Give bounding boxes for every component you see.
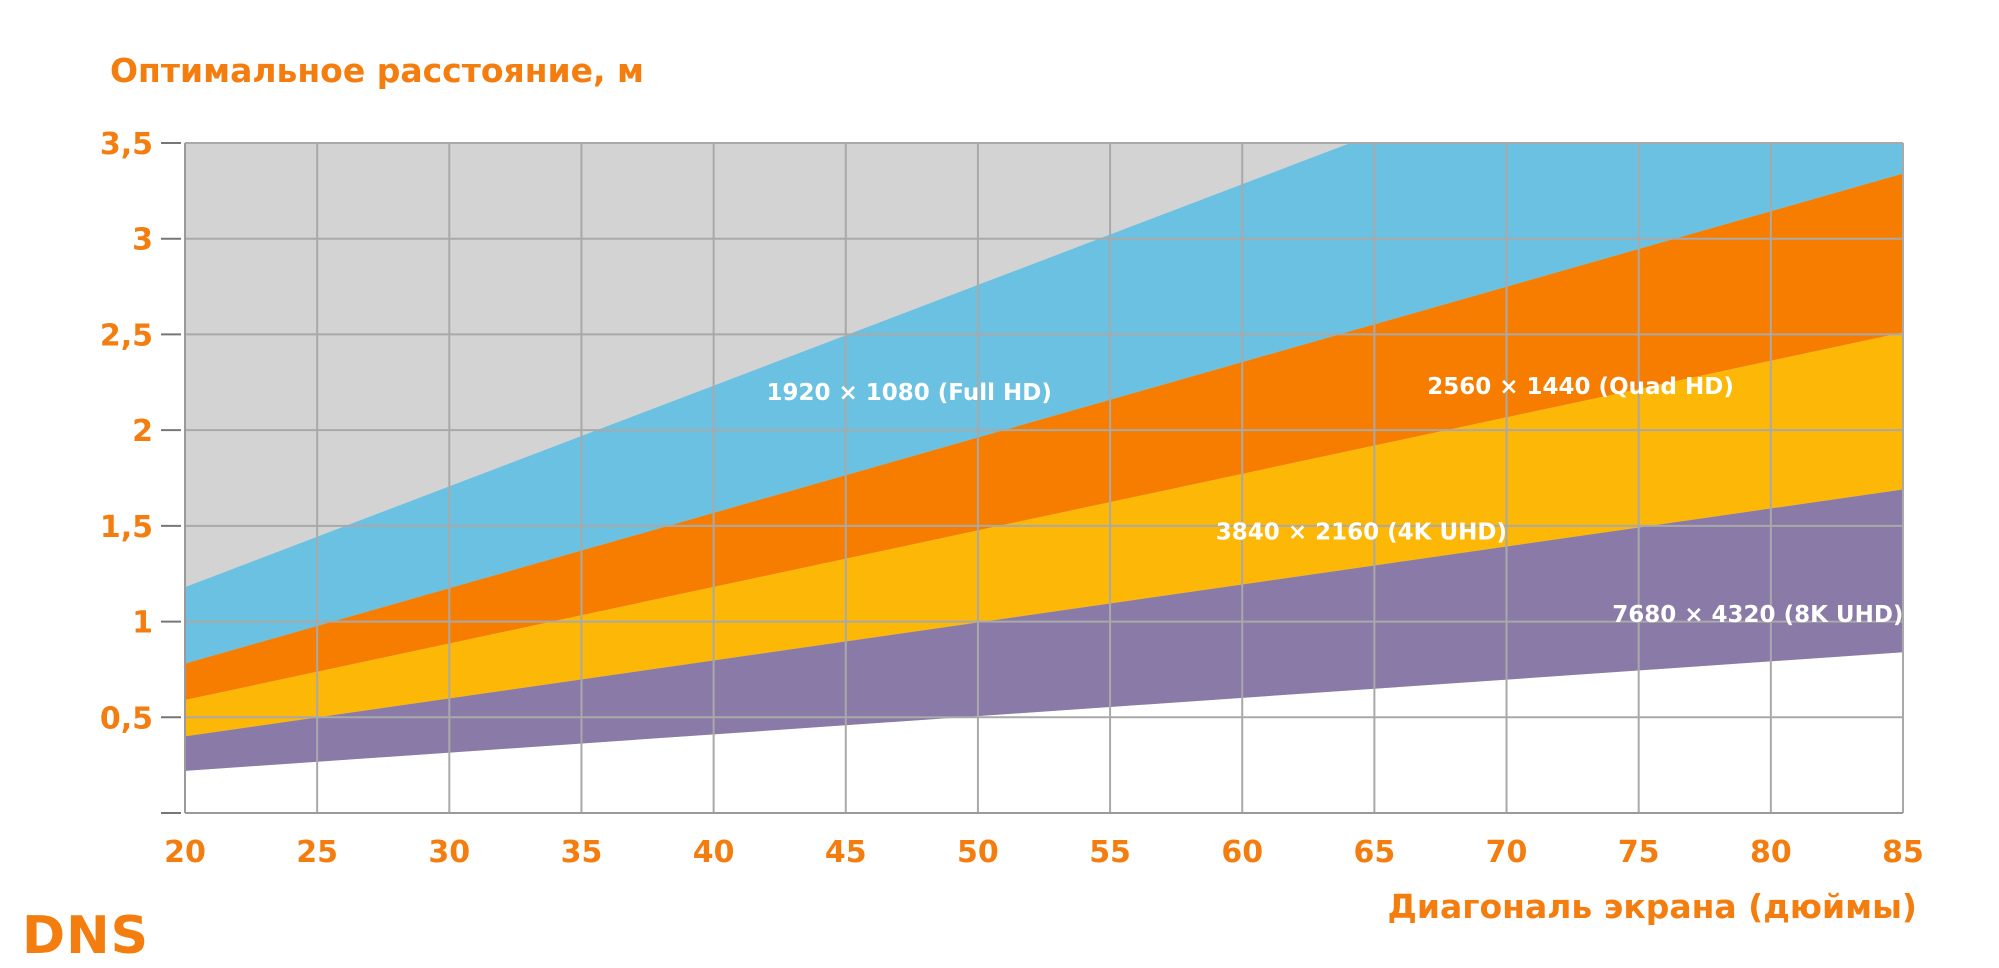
band-2 bbox=[185, 173, 1903, 701]
below-bands-area bbox=[185, 652, 1903, 813]
x-tick-label: 25 bbox=[296, 835, 338, 870]
x-tick-label: 20 bbox=[164, 835, 206, 870]
y-tick-label: 3,5 bbox=[100, 127, 153, 162]
y-axis-title: Оптимальное расстояние, м bbox=[110, 51, 644, 90]
x-tick-label: 30 bbox=[428, 835, 470, 870]
x-tick-label: 45 bbox=[825, 835, 867, 870]
band-1 bbox=[185, 143, 1903, 664]
x-tick-label: 55 bbox=[1089, 835, 1131, 870]
x-tick-label: 40 bbox=[693, 835, 735, 870]
band-4 bbox=[185, 489, 1903, 771]
x-tick-label: 85 bbox=[1882, 835, 1924, 870]
x-tick-label: 70 bbox=[1486, 835, 1528, 870]
dns-logo: DNS bbox=[22, 906, 149, 966]
x-tick-label: 80 bbox=[1750, 835, 1792, 870]
x-tick-label: 75 bbox=[1618, 835, 1660, 870]
x-axis-title: Диагональ экрана (дюймы) bbox=[1387, 887, 1917, 926]
band-label-2: 2560 × 1440 (Quad HD) bbox=[1427, 374, 1734, 400]
x-tick-label: 65 bbox=[1354, 835, 1396, 870]
x-tick-label: 50 bbox=[957, 835, 999, 870]
band-label-1: 1920 × 1080 (Full HD) bbox=[766, 380, 1051, 406]
band-3 bbox=[185, 332, 1903, 737]
band-label-4: 7680 × 4320 (8K UHD) bbox=[1612, 602, 1903, 628]
x-tick-label: 60 bbox=[1221, 835, 1263, 870]
y-tick-label: 0,5 bbox=[100, 701, 153, 736]
y-tick-label: 2 bbox=[132, 414, 153, 449]
y-tick-label: 3 bbox=[132, 223, 153, 258]
y-tick-label: 1,5 bbox=[100, 510, 153, 545]
y-tick-label: 1 bbox=[132, 606, 153, 641]
x-tick-label: 35 bbox=[561, 835, 603, 870]
band-label-3: 3840 × 2160 (4K UHD) bbox=[1216, 520, 1507, 546]
y-tick-label: 2,5 bbox=[100, 318, 153, 353]
